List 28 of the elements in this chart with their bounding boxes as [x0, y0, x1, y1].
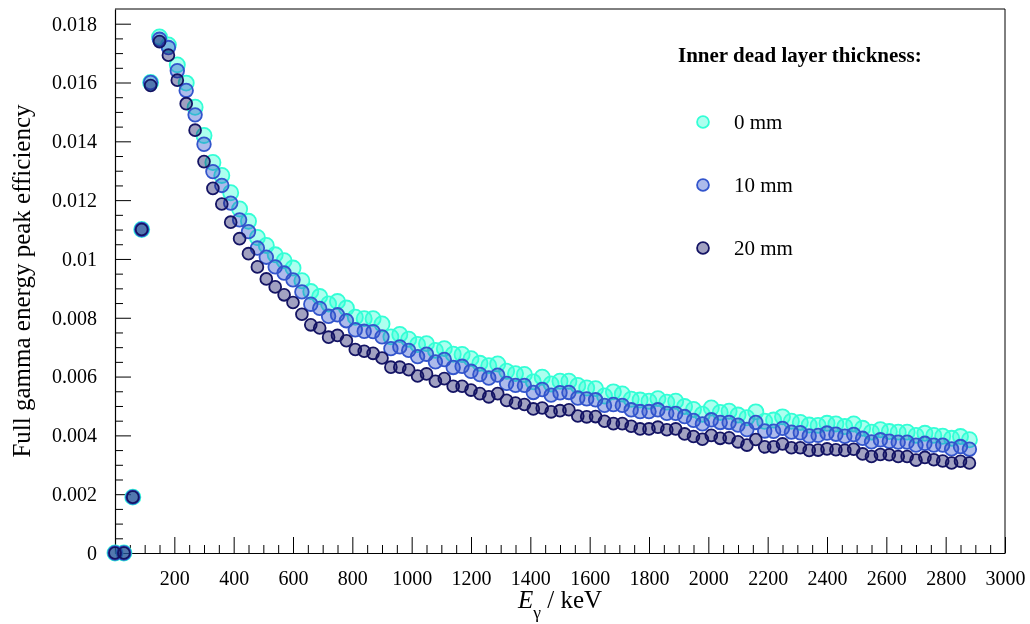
x-tick-label: 200: [159, 567, 190, 590]
x-tick-label: 2000: [688, 567, 729, 590]
x-tick-label: 1000: [392, 567, 433, 590]
x-tick-label: 800: [337, 567, 368, 590]
y-tick-label: 0.002: [52, 483, 97, 506]
legend-title: Inner dead layer thickness:: [678, 43, 922, 67]
x-tick-label: 2400: [807, 567, 848, 590]
x-tick-label: 600: [278, 567, 309, 590]
x-tick-label: 2800: [926, 567, 967, 590]
y-tick-label: 0.01: [62, 247, 97, 270]
y-tick-label: 0.016: [52, 71, 97, 94]
y-axis-title: Full gamma energy peak efficiency: [8, 103, 35, 458]
y-tick-label: 0.008: [52, 306, 97, 329]
y-tick-label: 0.006: [52, 365, 97, 388]
y-tick-label: 0.014: [52, 130, 97, 153]
x-tick-label: 400: [219, 567, 250, 590]
x-tick-label: 1800: [629, 567, 670, 590]
legend-label: 20 mm: [734, 236, 793, 260]
y-tick-label: 0: [87, 541, 97, 564]
y-tick-label: 0.004: [52, 424, 97, 447]
legend-label: 0 mm: [734, 110, 783, 134]
x-tick-label: 1200: [451, 567, 492, 590]
y-tick-label: 0.018: [52, 12, 97, 35]
x-tick-label: 2600: [866, 567, 907, 590]
legend-label: 10 mm: [734, 173, 793, 197]
x-tick-label: 2200: [748, 567, 789, 590]
y-tick-label: 0.012: [52, 189, 97, 212]
x-tick-label: 3000: [985, 567, 1026, 590]
